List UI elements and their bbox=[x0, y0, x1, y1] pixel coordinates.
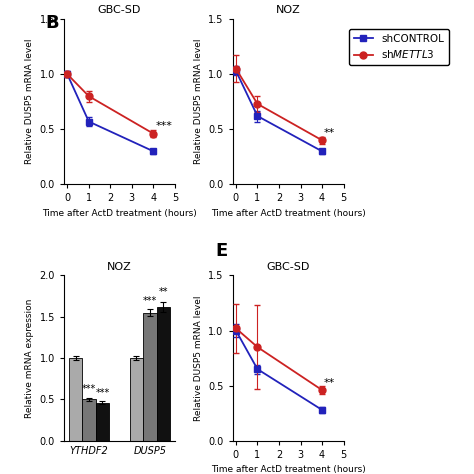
Legend: shCONTROL, sh$\it{METTL3}$: shCONTROL, sh$\it{METTL3}$ bbox=[349, 29, 449, 65]
Title: NOZ: NOZ bbox=[107, 262, 132, 272]
Y-axis label: Relative DUSP5 mRNA level: Relative DUSP5 mRNA level bbox=[194, 39, 203, 164]
Text: **: ** bbox=[324, 128, 335, 138]
Text: **: ** bbox=[324, 378, 335, 388]
Y-axis label: Relative DUSP5 mRNA level: Relative DUSP5 mRNA level bbox=[194, 295, 203, 421]
Bar bbox=[82, 400, 96, 441]
Text: **: ** bbox=[158, 287, 168, 297]
Y-axis label: Relative mRNA expression: Relative mRNA expression bbox=[25, 299, 34, 418]
Text: ***: *** bbox=[155, 121, 172, 131]
X-axis label: Time after ActD treatment (hours): Time after ActD treatment (hours) bbox=[211, 465, 365, 474]
Bar bbox=[156, 307, 170, 441]
Title: GBC-SD: GBC-SD bbox=[266, 262, 310, 272]
X-axis label: Time after ActD treatment (hours): Time after ActD treatment (hours) bbox=[42, 209, 197, 218]
Text: ***: *** bbox=[82, 384, 96, 394]
Text: ***: *** bbox=[143, 296, 157, 306]
Title: GBC-SD: GBC-SD bbox=[98, 5, 141, 15]
Y-axis label: Relative DUSP5 mRNA level: Relative DUSP5 mRNA level bbox=[25, 39, 34, 164]
Text: ***: *** bbox=[95, 388, 109, 398]
Title: NOZ: NOZ bbox=[276, 5, 301, 15]
Text: B: B bbox=[45, 14, 59, 32]
X-axis label: Time after ActD treatment (hours): Time after ActD treatment (hours) bbox=[211, 209, 365, 218]
Bar bbox=[96, 403, 109, 441]
Bar bbox=[69, 358, 82, 441]
Text: E: E bbox=[216, 242, 228, 260]
Bar bbox=[143, 313, 156, 441]
Bar bbox=[130, 358, 143, 441]
